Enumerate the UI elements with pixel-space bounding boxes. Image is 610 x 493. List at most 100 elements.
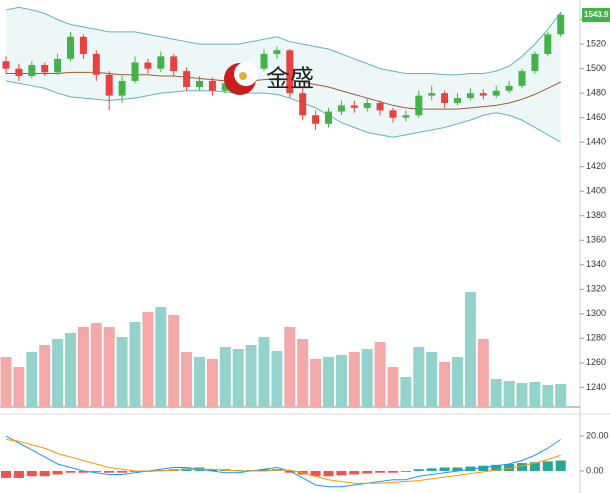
candle-body [466, 93, 474, 99]
candle-body [441, 93, 449, 103]
candle-body [273, 50, 281, 54]
candle-body [350, 105, 358, 108]
volume-bar [503, 381, 515, 407]
candle-body [41, 64, 49, 73]
candle-body [557, 14, 565, 35]
candle-body [170, 56, 178, 72]
macd-histogram [259, 469, 269, 471]
volume-bar [490, 379, 502, 407]
macd-histogram [542, 461, 553, 471]
candle-body [337, 105, 345, 112]
volume-bar [155, 307, 167, 407]
macd-histogram [439, 467, 450, 471]
volume-bar [284, 327, 296, 407]
macd-histogram [375, 470, 386, 473]
volume-bar [13, 367, 25, 407]
volume-bar [206, 359, 218, 407]
band-line [5, 80, 561, 143]
macd-histogram [26, 470, 37, 477]
macd-histogram [400, 470, 411, 472]
candle-body [144, 62, 152, 69]
candle-body [428, 93, 436, 96]
macd-line [5, 435, 561, 488]
volume-bar [0, 357, 12, 407]
candle-body [157, 56, 165, 69]
volume-bar [116, 337, 128, 407]
candle-body [15, 68, 23, 77]
y-tick-label: 1260 [586, 357, 606, 367]
candle-body [221, 83, 229, 91]
candle-body [2, 61, 10, 69]
macd-histogram [413, 469, 424, 471]
candle-body [363, 102, 371, 108]
candle-body [118, 80, 126, 96]
y-tick-label: 1520 [586, 39, 606, 49]
logo [239, 72, 247, 80]
volume-bar [400, 377, 412, 407]
macd-histogram [65, 470, 76, 473]
y-tick-label: 1460 [586, 112, 606, 122]
candle-body [454, 98, 461, 103]
candle-body [79, 36, 87, 54]
candle-body [208, 80, 216, 91]
macd-histogram [478, 465, 489, 471]
y-tick-label: 1400 [586, 186, 606, 196]
volume-bar [77, 327, 89, 407]
macd-histogram [1, 470, 11, 478]
y-tick-label: 1240 [586, 382, 606, 392]
volume-bar [426, 352, 438, 407]
volume-bar [516, 383, 528, 407]
watermark-text: 金盛 [266, 65, 314, 92]
volume-bar [245, 345, 257, 407]
macd-histogram [78, 470, 89, 473]
candle-body [196, 80, 203, 88]
candle-body [531, 53, 539, 72]
watermark: 金盛 [224, 62, 314, 95]
candle-body [260, 53, 268, 69]
band-line [5, 6, 562, 76]
volume-bar [52, 339, 64, 407]
y-tick-label: 1280 [586, 333, 606, 343]
volume-bar [142, 312, 154, 407]
candle-body [131, 62, 139, 81]
macd-histogram [349, 470, 360, 475]
macd-histogram [388, 470, 398, 473]
volume-bar [194, 357, 205, 407]
macd-histogram [426, 468, 437, 471]
candle-body [518, 71, 526, 86]
y-tick-label: 1340 [586, 259, 606, 269]
candle-body [286, 50, 294, 94]
macd-histogram [104, 470, 115, 473]
candle-body [67, 36, 74, 59]
volume-bar [297, 339, 309, 407]
volume-bar [348, 352, 360, 407]
macd-histogram [362, 470, 373, 474]
macd-histogram [491, 464, 502, 471]
candle-body [389, 110, 397, 118]
volume-bar [413, 347, 425, 407]
macd-histogram [39, 470, 50, 477]
macd-line [5, 439, 561, 484]
macd-histogram [117, 470, 128, 473]
volume-bar [477, 339, 489, 407]
volume-bar [361, 349, 373, 407]
macd-histogram [452, 467, 463, 471]
price-tag-bg [582, 8, 610, 22]
candle-body [376, 102, 384, 111]
y-tick-label: 1480 [586, 88, 606, 98]
y-tick-label: 1320 [586, 284, 606, 294]
volume-bar [335, 355, 347, 407]
volume-bar [452, 357, 463, 407]
volume-bar [39, 345, 51, 407]
y-tick-label: 1440 [586, 137, 606, 147]
macd-histogram [323, 470, 334, 477]
macd-histogram [52, 470, 63, 475]
candle-body [505, 85, 513, 91]
candle-body [183, 71, 191, 88]
volume-bar [258, 337, 270, 407]
candle-body [479, 93, 487, 96]
macd-histogram [13, 470, 24, 478]
volume-bar [26, 352, 38, 407]
candle-body [325, 111, 332, 124]
